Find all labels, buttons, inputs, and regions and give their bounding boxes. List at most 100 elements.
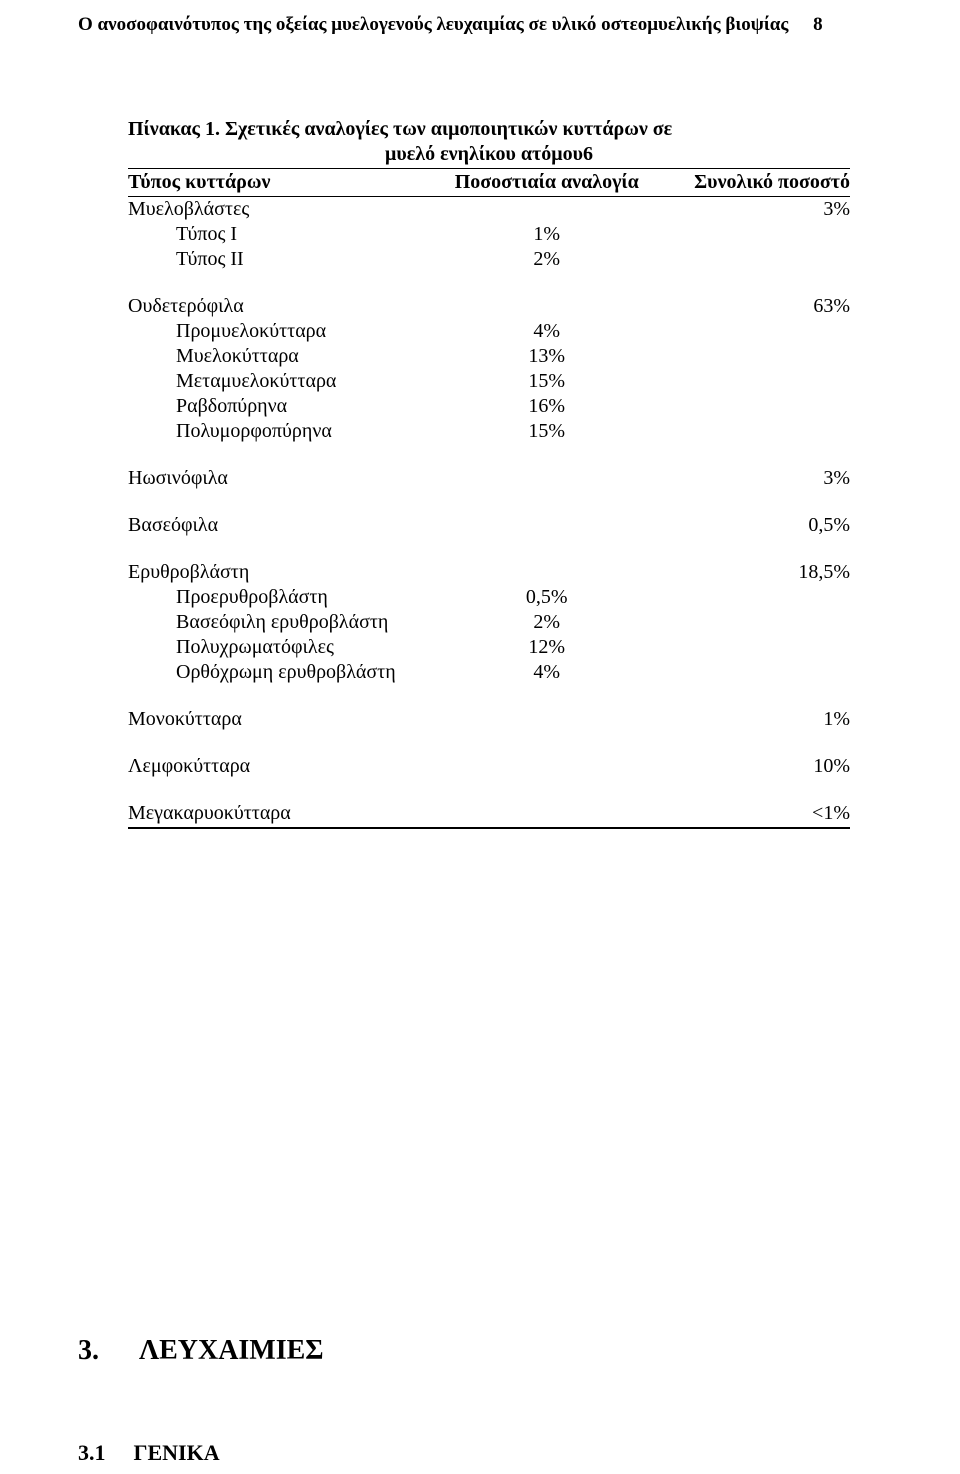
subsection-number: 3.1 — [78, 1440, 106, 1466]
cell-empty — [648, 610, 850, 635]
table-row: Βασεόφιλα 0,5% — [128, 513, 850, 538]
table-row: Τύπος ΙΙ 2% — [128, 247, 850, 272]
table-row: Πολυμορφοπύρηνα 15% — [128, 419, 850, 444]
table-body: Μυελοβλάστες 3% Τύπος Ι 1% Τύπος ΙΙ 2% — [128, 197, 850, 829]
table-row: Βασεόφιλη ερυθροβλάστη 2% — [128, 610, 850, 635]
content-area: Πίνακας 1. Σχετικές αναλογίες των αιμοπο… — [128, 118, 850, 829]
sub-label: Προμυελοκύτταρα — [128, 319, 446, 344]
subsection-title: ΓΕΝΙΚΑ — [134, 1440, 220, 1465]
running-title: Ο ανοσοφαινότυπος της οξείας μυελογενούς… — [78, 14, 788, 35]
sub-value: 16% — [446, 394, 648, 419]
spacer-row — [128, 732, 850, 754]
cell-empty — [446, 294, 648, 319]
group-label: Μυελοβλάστες — [128, 197, 446, 223]
sub-value: 13% — [446, 344, 648, 369]
subsection-heading: 3.1 ΓΕΝΙΚΑ — [78, 1440, 220, 1466]
running-header: Ο ανοσοφαινότυπος της οξείας μυελογενούς… — [78, 14, 882, 36]
table-number: Πίνακας 1. — [128, 118, 220, 140]
table-row: Ηωσινόφιλα 3% — [128, 466, 850, 491]
group-total: 3% — [648, 197, 850, 223]
page: Ο ανοσοφαινότυπος της οξείας μυελογενούς… — [0, 0, 960, 1474]
table-caption-line1: Πίνακας 1. Σχετικές αναλογίες των αιμοπο… — [128, 118, 850, 141]
group-total: 0,5% — [648, 513, 850, 538]
sub-value: 1% — [446, 222, 648, 247]
group-label: Μονοκύτταρα — [128, 707, 446, 732]
page-number: 8 — [813, 14, 823, 36]
table-row: Ραβδοπύρηνα 16% — [128, 394, 850, 419]
data-table: Τύπος κυττάρων Ποσοστιαία αναλογία Συνολ… — [128, 168, 850, 829]
sub-value: 4% — [446, 660, 648, 685]
sub-label: Ραβδοπύρηνα — [128, 394, 446, 419]
spacer-row — [128, 491, 850, 513]
spacer-row — [128, 685, 850, 707]
cell-empty — [648, 369, 850, 394]
group-total: 63% — [648, 294, 850, 319]
table-caption-text1: Σχετικές αναλογίες των αιμοποιητικών κυτ… — [220, 118, 672, 140]
table-row: Πολυχρωματόφιλες 12% — [128, 635, 850, 660]
sub-label: Τύπος Ι — [128, 222, 446, 247]
table-row: Ερυθροβλάστη 18,5% — [128, 560, 850, 585]
cell-empty — [446, 560, 648, 585]
section-heading: 3. ΛΕΥΧΑΙΜΙΕΣ — [78, 1335, 324, 1367]
table-row: Μυελοκύτταρα 13% — [128, 344, 850, 369]
group-total: <1% — [648, 801, 850, 828]
spacer-row — [128, 272, 850, 294]
table-row: Τύπος Ι 1% — [128, 222, 850, 247]
spacer-row — [128, 538, 850, 560]
cell-empty — [446, 466, 648, 491]
sub-label: Μυελοκύτταρα — [128, 344, 446, 369]
cell-empty — [648, 319, 850, 344]
cell-empty — [648, 660, 850, 685]
table-header-row: Τύπος κυττάρων Ποσοστιαία αναλογία Συνολ… — [128, 169, 850, 197]
table-row: Προμυελοκύτταρα 4% — [128, 319, 850, 344]
group-total: 10% — [648, 754, 850, 779]
sub-value: 4% — [446, 319, 648, 344]
cell-empty — [446, 754, 648, 779]
sub-label: Μεταμυελοκύτταρα — [128, 369, 446, 394]
group-label: Μεγακαρυοκύτταρα — [128, 801, 446, 828]
table-caption-sup: 6 — [583, 143, 593, 165]
section-title: ΛΕΥΧΑΙΜΙΕΣ — [139, 1335, 324, 1366]
cell-empty — [648, 394, 850, 419]
sub-value: 12% — [446, 635, 648, 660]
group-label: Βασεόφιλα — [128, 513, 446, 538]
table-row: Ουδετερόφιλα 63% — [128, 294, 850, 319]
group-total: 18,5% — [648, 560, 850, 585]
col-header-type: Τύπος κυττάρων — [128, 169, 446, 197]
sub-value: 2% — [446, 610, 648, 635]
group-label: Ουδετερόφιλα — [128, 294, 446, 319]
table-row: Λεμφοκύτταρα 10% — [128, 754, 850, 779]
table-row: Μεγακαρυοκύτταρα <1% — [128, 801, 850, 828]
sub-label: Πολυχρωματόφιλες — [128, 635, 446, 660]
group-total: 1% — [648, 707, 850, 732]
cell-empty — [648, 344, 850, 369]
spacer-row — [128, 779, 850, 801]
cell-empty — [648, 585, 850, 610]
cell-empty — [648, 222, 850, 247]
cell-empty — [648, 247, 850, 272]
sub-label: Ορθόχρωμη ερυθροβλάστη — [128, 660, 446, 685]
sub-value: 0,5% — [446, 585, 648, 610]
sub-value: 15% — [446, 419, 648, 444]
group-total: 3% — [648, 466, 850, 491]
table-caption-line2: μυελό ενηλίκου ατόμου6 — [128, 143, 850, 166]
spacer-row — [128, 444, 850, 466]
cell-empty — [446, 197, 648, 223]
table-row: Μονοκύτταρα 1% — [128, 707, 850, 732]
col-header-total: Συνολικό ποσοστό — [648, 169, 850, 197]
cell-empty — [648, 419, 850, 444]
cell-empty — [446, 801, 648, 828]
table-row: Μεταμυελοκύτταρα 15% — [128, 369, 850, 394]
section-number: 3. — [78, 1335, 99, 1367]
table-row: Ορθόχρωμη ερυθροβλάστη 4% — [128, 660, 850, 685]
sub-label: Προερυθροβλάστη — [128, 585, 446, 610]
cell-empty — [446, 707, 648, 732]
table-caption-text2: μυελό ενηλίκου ατόμου — [385, 143, 583, 165]
sub-label: Πολυμορφοπύρηνα — [128, 419, 446, 444]
table-row: Προερυθροβλάστη 0,5% — [128, 585, 850, 610]
cell-empty — [446, 513, 648, 538]
sub-label: Τύπος ΙΙ — [128, 247, 446, 272]
group-label: Ερυθροβλάστη — [128, 560, 446, 585]
cell-empty — [648, 635, 850, 660]
table-row: Μυελοβλάστες 3% — [128, 197, 850, 223]
